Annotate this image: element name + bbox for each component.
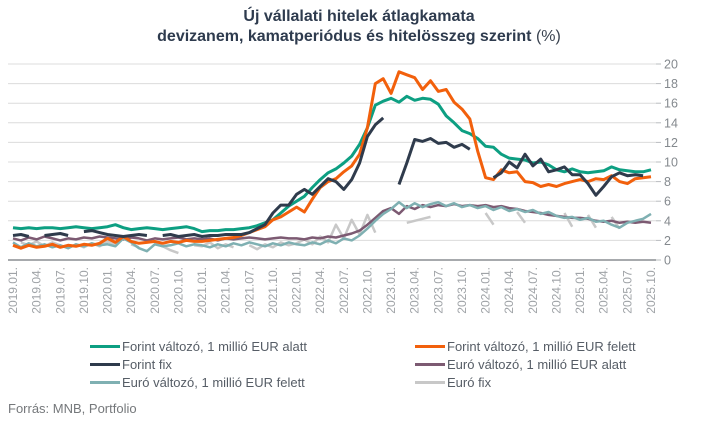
x-tick-label: 2021.04. xyxy=(219,267,233,314)
series-line-euro-valtozo-felett xyxy=(12,200,652,253)
x-tick-label: 2025.04. xyxy=(597,267,611,314)
x-tick-label: 2019.04. xyxy=(30,267,44,314)
x-tick-label: 2020.04. xyxy=(124,267,138,314)
x-tick-label: 2024.07. xyxy=(526,267,540,314)
legend-item-forint-fix: Forint fix xyxy=(90,356,415,372)
y-tick-label: 4 xyxy=(664,214,671,228)
y-tick-label: 8 xyxy=(664,175,671,189)
x-tick-label: 2024.10. xyxy=(549,267,563,314)
legend-swatch-forint-valtozo-alatt xyxy=(90,344,120,348)
x-tick-label: 2019.10. xyxy=(77,267,91,314)
legend-swatch-forint-fix xyxy=(90,362,120,366)
legend-label: Euró változó, 1 millió EUR felett xyxy=(122,374,305,390)
chart-title-unit: (%) xyxy=(535,28,561,45)
legend-item-euro-fix: Euró fix xyxy=(415,374,710,390)
chart-plot-area: 0 2 4 6 8 10 12 14 16 18 20 2019.01. 2019.04. 2019.07… xyxy=(6,58,678,314)
series-line-forint-valtozo-alatt xyxy=(12,94,652,234)
x-tick-label: 2021.10. xyxy=(266,267,280,314)
y-tick-label: 12 xyxy=(664,136,678,150)
x-tick-label: 2021.07. xyxy=(242,267,256,314)
legend-swatch-euro-valtozo-alatt xyxy=(415,362,445,366)
series-line-euro-fix xyxy=(20,211,621,255)
chart-title-line1: Új vállalati hitelek átlagkamata xyxy=(243,8,475,25)
legend-label: Euró változó, 1 millió EUR alatt xyxy=(447,356,627,372)
legend-item-euro-valtozo-felett: Euró változó, 1 millió EUR felett xyxy=(90,374,415,390)
y-tick-label: 6 xyxy=(664,195,671,209)
x-tick-label: 2023.07. xyxy=(431,267,445,314)
y-tick-label: 0 xyxy=(664,254,671,268)
legend-swatch-euro-fix xyxy=(415,380,445,384)
y-tick-label: 2 xyxy=(664,234,671,248)
x-tick-label: 2020.01. xyxy=(101,267,115,314)
x-tick-label: 2023.10. xyxy=(455,267,469,314)
x-tick-label: 2019.07. xyxy=(53,267,67,314)
legend-item-forint-valtozo-alatt: Forint változó, 1 millió EUR alatt xyxy=(90,338,415,354)
x-tick-label: 2023.04. xyxy=(408,267,422,314)
series-line-forint-valtozo-felett xyxy=(12,70,652,250)
x-tick-label: 2022.07. xyxy=(337,267,351,314)
x-tick-label: 2020.07. xyxy=(148,267,162,314)
x-tick-label: 2023.01. xyxy=(384,267,398,314)
x-tick-label: 2024.01. xyxy=(479,267,493,314)
y-tick-label: 16 xyxy=(664,97,678,111)
legend-label: Forint változó, 1 millió EUR felett xyxy=(447,338,636,354)
source-note: Forrás: MNB, Portfolio xyxy=(8,401,137,416)
y-tick-label: 18 xyxy=(664,77,678,91)
legend-label: Euró fix xyxy=(447,374,492,390)
series-line-forint-fix xyxy=(12,116,644,238)
x-tick-label: 2019.01. xyxy=(6,267,20,314)
legend-swatch-euro-valtozo-felett xyxy=(90,380,120,384)
x-tick-label: 2022.10. xyxy=(360,267,374,314)
y-tick-label: 14 xyxy=(664,116,678,130)
x-tick-label: 2020.10. xyxy=(171,267,185,314)
chart-title-line2: devizanem, kamatperiódus és hitelösszeg … xyxy=(157,28,561,45)
legend-label: Forint változó, 1 millió EUR alatt xyxy=(122,338,307,354)
x-tick-label: 2021.01. xyxy=(195,267,209,314)
legend-swatch-forint-valtozo-felett xyxy=(415,344,445,348)
x-tick-label: 2025.07. xyxy=(620,267,634,314)
x-tick-label: 2022.01. xyxy=(290,267,304,314)
x-tick-label: 2024.04. xyxy=(502,267,516,314)
legend-item-euro-valtozo-alatt: Euró változó, 1 millió EUR alatt xyxy=(415,356,710,372)
x-tick-label: 2025.10. xyxy=(644,267,658,314)
legend-item-forint-valtozo-felett: Forint változó, 1 millió EUR felett xyxy=(415,338,710,354)
y-tick-label: 20 xyxy=(664,58,678,72)
chart-legend: Forint változó, 1 millió EUR alatt Forint… xyxy=(90,338,710,390)
x-tick-label: 2025.01. xyxy=(573,267,587,314)
chart-title: Új vállalati hitelek átlagkamata devizan… xyxy=(0,7,718,47)
y-tick-label: 10 xyxy=(664,156,678,170)
legend-label: Forint fix xyxy=(122,356,172,372)
x-tick-label: 2022.04. xyxy=(313,267,327,314)
